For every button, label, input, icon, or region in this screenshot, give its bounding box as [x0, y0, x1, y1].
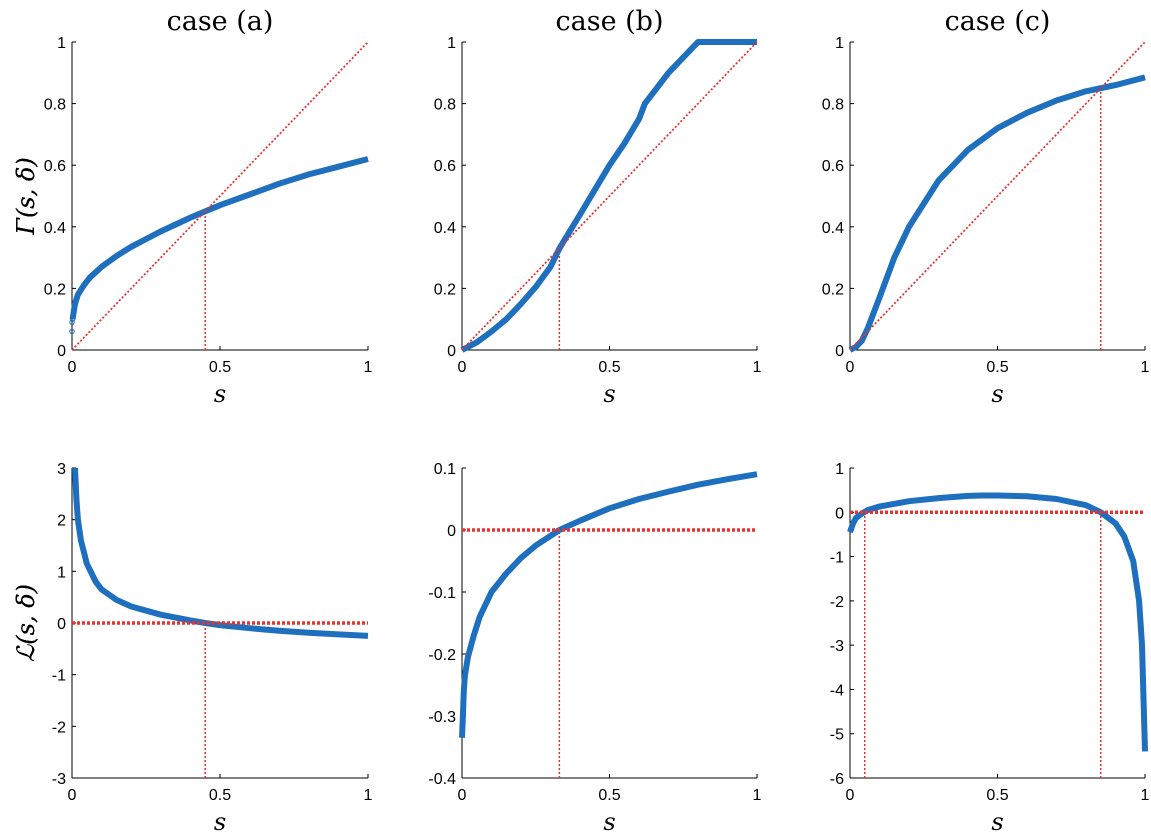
y-tick-label: -0.2: [428, 647, 456, 664]
panel-top-c: case (c) 0 0.5 1 0 0.2 0.4 0.6 0.8 1 s Γ(s, δ): [12, 6, 1150, 408]
y-tick-label: 0: [447, 523, 456, 540]
y-axis-label: ℒ(s, δ): [12, 584, 40, 662]
y-tick-label: 0.8: [44, 97, 66, 114]
data-point-marker: [69, 319, 75, 325]
x-axis-label: s: [603, 808, 615, 836]
x-tick-label: 0.5: [598, 359, 620, 376]
x-tick-label: 0: [846, 359, 855, 376]
series-l-line: [459, 471, 758, 738]
series-gamma-line: [69, 156, 369, 320]
x-axis-label: s: [991, 380, 1003, 408]
y-tick-label: -2: [830, 594, 844, 611]
x-tick-label: 0: [846, 787, 855, 804]
x-tick-label: 1: [753, 359, 762, 376]
series-l-line: [847, 492, 1148, 752]
y-tick-label: 0.2: [822, 281, 844, 298]
y-axis-label: ℒ(s, δ): [12, 584, 40, 662]
panel-bottom-a: 0 0.5 1 -3 -2 -1 0 1 2 3 s ℒ(s, δ): [12, 461, 373, 836]
y-tick-label: 0.2: [44, 281, 66, 298]
x-axis-label: s: [603, 380, 615, 408]
y-tick-label: 1: [835, 35, 844, 52]
y-tick-label: 0: [835, 343, 844, 360]
y-axis-label: Γ(s, δ): [12, 157, 40, 235]
y-tick-label: -0.4: [428, 771, 456, 788]
x-tick-label: 0: [68, 359, 77, 376]
panel-title: case (b): [556, 6, 664, 37]
x-tick-label: 0: [458, 359, 467, 376]
panel-bottom-c: 0 0.5 1 -6 -5 -4 -3 -2 -1 0 1 s ℒ(s, δ): [12, 461, 1150, 836]
x-tick-label: 0: [68, 787, 77, 804]
y-tick-label: -5: [830, 727, 844, 744]
x-axis-label: s: [214, 808, 226, 836]
series-gamma-line: [460, 39, 757, 353]
y-tick-label: -1: [830, 550, 844, 567]
y-axis-label: Γ(s, δ): [12, 157, 40, 235]
y-tick-label: -0.3: [428, 709, 456, 726]
y-tick-label: -0.1: [428, 585, 456, 602]
y-tick-label: 0.1: [434, 461, 456, 478]
x-tick-label: 1: [1141, 359, 1150, 376]
y-tick-label: 0.4: [434, 220, 456, 237]
x-tick-label: 0: [458, 787, 467, 804]
y-tick-label: 2: [57, 513, 66, 530]
y-tick-label: 3: [57, 461, 66, 478]
x-axis-label: s: [991, 808, 1003, 836]
x-tick-label: 1: [364, 787, 373, 804]
y-tick-label: 0: [57, 616, 66, 633]
y-tick-label: -1: [52, 668, 66, 685]
data-point-marker: [71, 310, 77, 316]
data-point-marker: [69, 328, 75, 335]
y-tick-label: 1: [57, 564, 66, 581]
y-tick-label: -2: [52, 719, 66, 736]
y-axis-label: ℒ(s, δ): [12, 584, 40, 662]
panel-bottom-b: 0 0.5 1 -0.4 -0.3 -0.2 -0.1 0 0.1 s ℒ(s, δ): [12, 461, 762, 836]
panel-title: case (c): [945, 6, 1051, 37]
series-l-line: [72, 467, 369, 639]
y-tick-label: 0: [57, 343, 66, 360]
y-tick-label: 0.8: [822, 97, 844, 114]
y-tick-label: 0.4: [44, 220, 66, 237]
series-identity-line: [849, 41, 1146, 351]
y-tick-label: -3: [830, 638, 844, 655]
series-identity-line: [71, 41, 369, 351]
series-gamma-line: [848, 74, 1146, 353]
y-tick-label: 0.4: [822, 220, 844, 237]
x-tick-label: 1: [1141, 787, 1150, 804]
y-tick-label: -3: [52, 771, 66, 788]
data-point-marker: [70, 313, 76, 319]
y-tick-label: 1: [447, 35, 456, 52]
x-tick-label: 0.5: [986, 359, 1008, 376]
x-tick-label: 1: [753, 787, 762, 804]
x-tick-label: 0.5: [598, 787, 620, 804]
y-tick-label: -4: [830, 682, 844, 699]
y-tick-label: 0: [447, 343, 456, 360]
x-tick-label: 1: [364, 359, 373, 376]
x-tick-label: 0.5: [209, 787, 231, 804]
x-tick-label: 0.5: [986, 787, 1008, 804]
y-tick-label: 0.6: [434, 158, 456, 175]
panel-title: case (a): [167, 6, 274, 37]
y-tick-label: 0.6: [44, 158, 66, 175]
y-tick-label: 1: [835, 461, 844, 478]
panel-top-a: case (a) 0 0.5 1 0 0.2 0.4 0.6 0.8 1 s Γ(s, δ): [12, 6, 373, 408]
y-axis-label: Γ(s, δ): [12, 157, 40, 235]
panel-top-b: case (b) 0 0.5 1 0 0.2 0.4 0.6 0.8 1 s Γ(s, δ): [12, 6, 762, 408]
x-axis-label: s: [214, 380, 226, 408]
data-point-marker: [69, 316, 76, 322]
y-tick-label: -6: [830, 771, 844, 788]
y-tick-label: 0.2: [434, 281, 456, 298]
x-tick-label: 0.5: [209, 359, 231, 376]
series-identity-line: [461, 41, 758, 351]
y-tick-label: 0: [835, 505, 844, 522]
y-tick-label: 1: [57, 35, 66, 52]
y-tick-label: 0.8: [434, 97, 456, 114]
y-tick-label: 0.6: [822, 158, 844, 175]
